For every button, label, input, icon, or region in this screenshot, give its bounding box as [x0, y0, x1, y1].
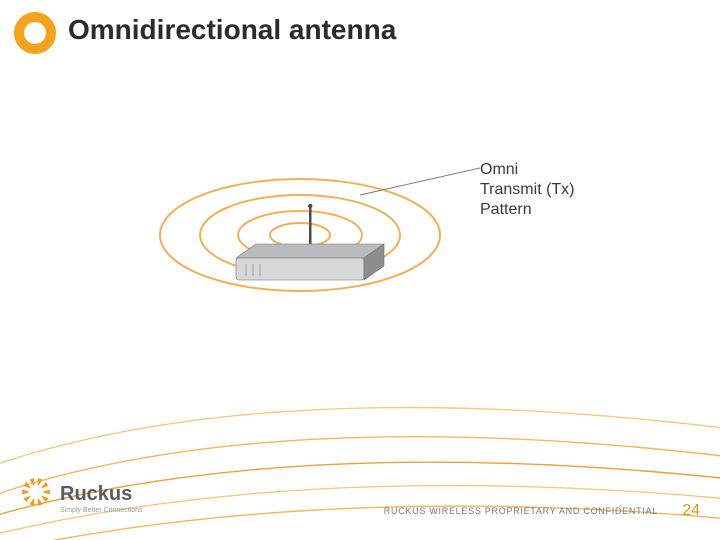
page-title: Omnidirectional antenna: [68, 14, 396, 46]
label-leader-line: [360, 168, 480, 195]
logo-mark-icon: [22, 478, 50, 506]
diagram-label: Omni Transmit (Tx) Pattern: [480, 160, 575, 220]
slide-number: 24: [682, 502, 700, 520]
confidential-text: RUCKUS WIRELESS PROPRIETARY AND CONFIDEN…: [384, 506, 658, 516]
logo-tagline: Simply Better Connections: [60, 507, 143, 514]
title-bullet-icon: [14, 12, 56, 54]
diagram-label-line: Pattern: [480, 200, 575, 220]
diagram-label-line: Transmit (Tx): [480, 180, 575, 200]
diagram-label-line: Omni: [480, 160, 575, 180]
ruckus-logo: Ruckus Simply Better Connections: [20, 474, 160, 520]
slide: Omnidirectional antenna Omni Transmit (T…: [0, 0, 720, 540]
router-device-icon: [236, 204, 384, 280]
logo-text: Ruckus: [60, 483, 132, 505]
